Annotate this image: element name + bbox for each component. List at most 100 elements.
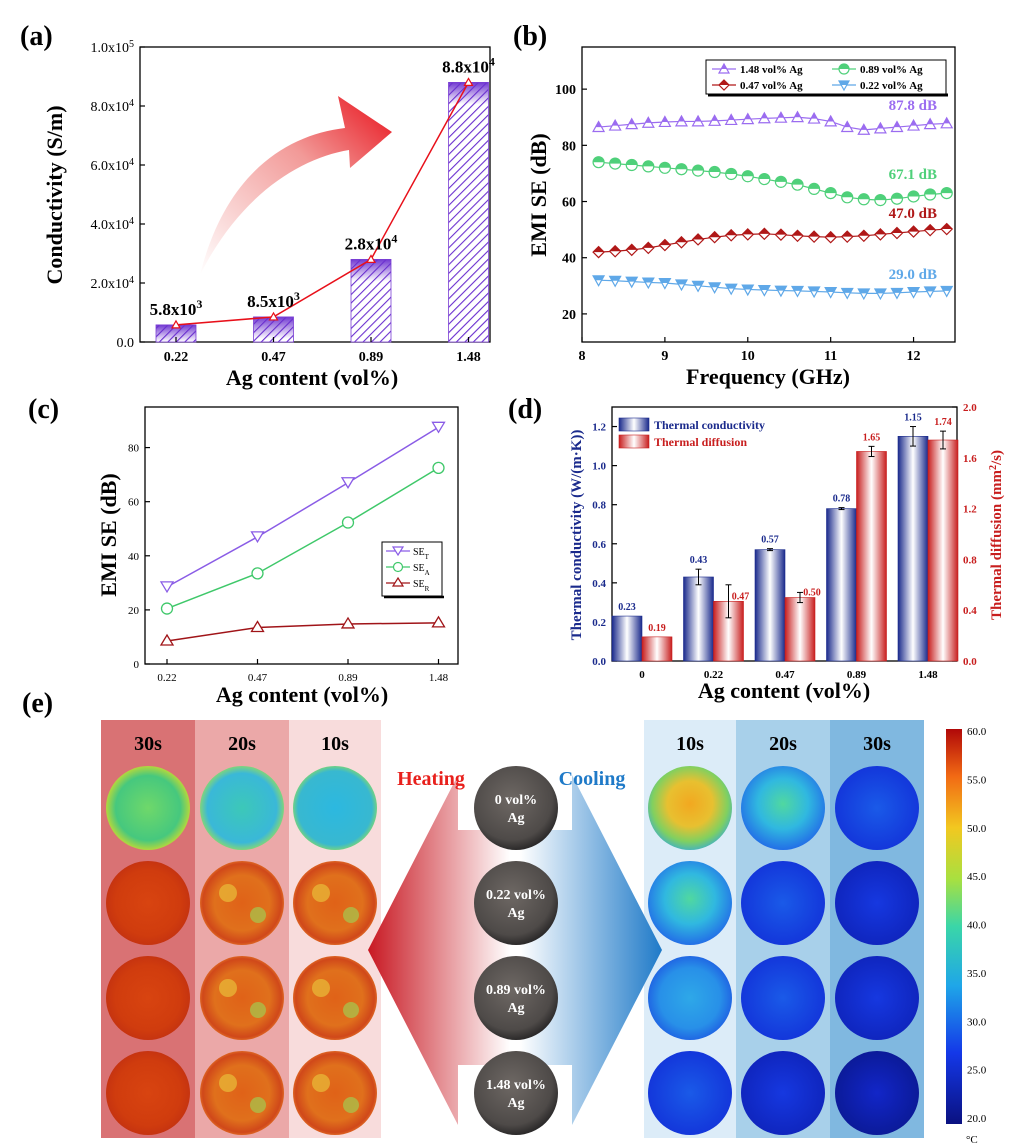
series-point	[250, 531, 265, 544]
series-point-fill	[843, 121, 851, 128]
x-tick-label: 0.89	[338, 672, 358, 684]
series-point-fill	[775, 286, 787, 291]
panel-a-xlabel: Ag content (vol%)	[226, 365, 398, 390]
series-point-fill	[908, 287, 920, 292]
y-tick-label: 6.0x104	[91, 157, 135, 175]
series-point-fill	[725, 229, 737, 236]
series-line	[598, 161, 947, 201]
x-tick-label: 12	[907, 349, 921, 364]
panel-a-data-labels: 5.8x103 8.5x103 2.8x104 8.8x104	[150, 54, 495, 318]
series-line	[166, 622, 439, 642]
series-point	[340, 477, 356, 490]
series-point-fill	[593, 246, 605, 253]
panel-b-axes: 8 9 10 11 12 20 40 60 80 100	[555, 83, 921, 364]
bar-label-diffusion: 0.47	[732, 591, 750, 602]
panel-b: (b) 8 9 10 11 12 20 40 60 80 100 87.8 dB 67.1 dB 47…	[513, 21, 956, 389]
panel-e: (e) 30s 20s 10s 10s 20s 30s Heating Cooling 0…	[22, 688, 987, 1146]
hotspot	[250, 1002, 266, 1018]
legend-label: SEA	[413, 563, 430, 577]
heating-disc	[293, 766, 377, 850]
series-point-fill	[593, 156, 605, 163]
sample-label: Ag	[507, 811, 524, 826]
series-end-label: 47.0 dB	[889, 206, 937, 222]
panel-d-xlabel: Ag content (vol%)	[698, 678, 870, 703]
heating-disc	[200, 1051, 284, 1135]
y-tick-label: 4.0x104	[91, 216, 135, 234]
colorbar-tick-label: 25.0	[967, 1065, 987, 1077]
panel-c-label: (c)	[28, 394, 59, 425]
legend-label-diffusion: Thermal diffusion	[654, 435, 747, 449]
y-tick-label-right: 1.2	[963, 504, 977, 516]
y-tick-label-left: 1.0	[592, 461, 606, 473]
series-point-fill	[891, 288, 903, 293]
x-tick-label: 9	[661, 349, 668, 364]
series-point-fill	[841, 231, 853, 237]
series-point-fill	[709, 231, 721, 238]
series-point-fill	[810, 113, 818, 119]
series-point-fill	[626, 159, 638, 165]
cooling-disc	[741, 1051, 825, 1135]
legend-marker-fill	[721, 64, 727, 69]
x-tick-label: 1.48	[456, 350, 481, 365]
series-point-fill	[775, 176, 787, 182]
y-tick-label: 100	[555, 83, 576, 98]
colorbar-ticks: 60.0 55.0 50.0 45.0 40.0 35.0 30.0 25.0 20.0	[967, 726, 987, 1125]
sample-label: 0 vol%	[495, 793, 537, 808]
panel-b-label: (b)	[513, 21, 547, 52]
y-tick-label-left: 0.2	[592, 617, 606, 629]
y-tick-label: 80	[562, 139, 576, 154]
data-label: 8.8x104	[442, 54, 495, 76]
y-tick-label: 80	[128, 443, 140, 455]
bar-label-conductivity: 0.57	[761, 535, 779, 546]
series-point-fill	[775, 229, 787, 235]
x-tick-label: 0.89	[847, 669, 867, 681]
bar	[448, 82, 489, 343]
sample-label: 1.48 vol%	[486, 1078, 546, 1093]
series-point	[160, 602, 174, 615]
y-tick-label-right: 0.8	[963, 554, 977, 566]
series-point-fill	[808, 231, 820, 237]
x-tick-label: 0.22	[157, 672, 176, 684]
x-tick-label: 0.47	[261, 350, 286, 365]
series-point-fill	[675, 280, 687, 285]
series-end-label: 87.8 dB	[889, 98, 937, 114]
panel-a-bars	[155, 82, 489, 343]
series-point	[159, 633, 175, 646]
series-point-fill	[744, 113, 752, 120]
legend-label-conductivity: Thermal conductivity	[654, 418, 765, 432]
series-point-fill	[941, 286, 953, 291]
series-point-fill	[943, 117, 951, 124]
series-point-fill	[891, 193, 903, 199]
panel-b-series: 87.8 dB 67.1 dB 47.0 dB 29.0 dB	[592, 98, 954, 301]
series-point-fill	[694, 115, 702, 122]
heating-disc	[200, 861, 284, 945]
series-point-fill	[609, 245, 621, 252]
bar-top	[253, 316, 294, 339]
series-point-fill	[792, 286, 804, 291]
hotspot	[343, 1097, 359, 1113]
heating-label: Heating	[397, 768, 465, 790]
series-point-fill	[777, 112, 785, 118]
sample-label: Ag	[507, 906, 524, 921]
legend-label: SET	[413, 547, 430, 561]
cooling-time-label: 20s	[769, 733, 797, 755]
hotspot	[312, 1074, 330, 1092]
bar-thermal-diffusion	[856, 451, 887, 662]
series-point-fill	[626, 277, 638, 282]
panel-c-series	[159, 421, 446, 646]
series-point-fill	[609, 276, 621, 281]
panel-c-xlabel: Ag content (vol%)	[216, 682, 388, 707]
y-tick-label: 60	[128, 497, 140, 509]
panel-b-legend: 1.48 vol% Ag 0.89 vol% Ag 0.47 vol% Ag 0.22…	[705, 59, 948, 97]
series-line	[598, 116, 947, 131]
cooling-disc	[835, 1051, 919, 1135]
series-point-fill	[841, 288, 853, 293]
x-tick-label: 11	[824, 349, 837, 364]
heating-arrow	[368, 775, 510, 1125]
panel-c-ylabel: EMI SE (dB)	[96, 473, 121, 596]
series-point-fill	[628, 118, 636, 125]
sample-label: 0.89 vol%	[486, 983, 546, 998]
cooling-disc	[648, 956, 732, 1040]
series-point-fill	[891, 227, 903, 233]
